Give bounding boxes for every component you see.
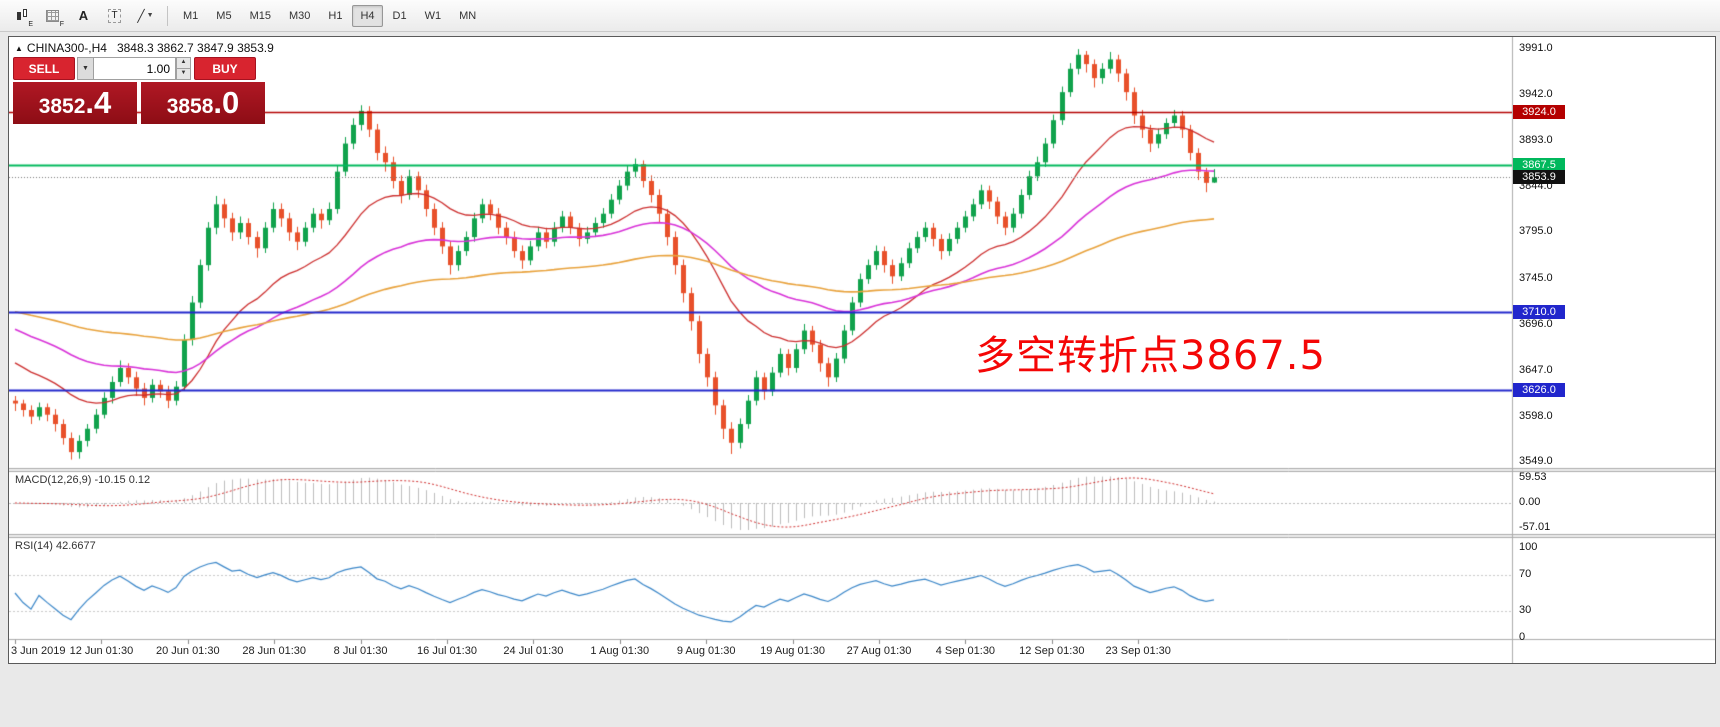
timeframe-h1[interactable]: H1 [328, 9, 343, 22]
rsi-axis-tick: 100 [1519, 541, 1538, 553]
buy-price-fraction: .0 [213, 85, 240, 120]
chart-canvas[interactable] [9, 37, 1715, 663]
date-label: 27 Aug 01:30 [846, 645, 912, 657]
date-label: 19 Aug 01:30 [760, 645, 826, 657]
candlestick-tool-icon [15, 8, 29, 23]
date-label: 1 Aug 01:30 [590, 645, 650, 657]
volume-input[interactable] [94, 57, 176, 80]
macd-axis-tick: 59.53 [1519, 471, 1547, 483]
rsi-axis-tick: 70 [1519, 568, 1532, 580]
volume-spinner: ▲ ▼ [176, 57, 191, 80]
price-tag-3710.0: 3710.0 [1513, 304, 1565, 319]
rsi-axis-tick: 30 [1519, 604, 1532, 616]
sell-price-fraction: .4 [85, 85, 112, 120]
pattern-grid-tool-button[interactable]: F [38, 3, 67, 29]
collapse-panel-icon[interactable]: ▲ [15, 44, 23, 53]
macd-axis-tick: 0.00 [1519, 496, 1541, 508]
price-axis-tick: 3647.0 [1519, 363, 1553, 376]
date-label: 8 Jul 01:30 [333, 645, 388, 657]
date-label: 23 Sep 01:30 [1105, 645, 1171, 657]
macd-indicator-label: MACD(12,26,9) -10.15 0.12 [15, 474, 151, 486]
ohlc-values: 3848.3 3862.7 3847.9 3853.9 [116, 41, 274, 55]
timeframe-m1[interactable]: M1 [183, 9, 199, 22]
sell-price-button[interactable]: 3852.4 [13, 82, 137, 124]
macd-axis-tick: -57.01 [1519, 521, 1551, 533]
date-label: 20 Jun 01:30 [155, 645, 220, 657]
timeframe-h4[interactable]: H4 [352, 4, 383, 27]
price-tag-3924.0: 3924.0 [1513, 104, 1565, 119]
toolbar-separator [167, 5, 168, 26]
date-label: 28 Jun 01:30 [242, 645, 306, 657]
candlestick-tool-button[interactable]: E [7, 3, 36, 29]
timeframe-w1[interactable]: W1 [424, 9, 442, 22]
price-axis-tick: 3795.0 [1519, 225, 1553, 238]
text-label-tool-icon: T [108, 8, 121, 23]
volume-decrease-button[interactable]: ▼ [176, 69, 191, 80]
buy-price-main: 3858 [166, 95, 214, 118]
symbol-period-label: CHINA300-,H4 [26, 41, 107, 55]
price-tag-3853.9: 3853.9 [1513, 170, 1565, 185]
text-tool-button[interactable]: A [69, 3, 98, 29]
price-axis-tick: 3893.0 [1519, 133, 1553, 146]
crosshair-tool-icon: ╱ [137, 8, 145, 23]
one-click-trading-panel: SELL ▼ ▲ ▼ BUY 3852.4 3858.0 [13, 57, 265, 124]
price-axis-tick: 3942.0 [1519, 87, 1553, 100]
price-axis-tick: 3745.0 [1519, 272, 1553, 285]
grid-icon [46, 9, 59, 22]
price-axis-tick: 3598.0 [1519, 409, 1553, 422]
rsi-axis-tick: 0 [1519, 631, 1526, 643]
buy-button[interactable]: BUY [194, 57, 256, 80]
buy-price-button[interactable]: 3858.0 [141, 82, 265, 124]
chart-title: ▲ CHINA300-,H4 3848.3 3862.7 3847.9 3853.9 [15, 41, 274, 55]
timeframe-m5[interactable]: M5 [216, 9, 232, 22]
chart-window: ▲ CHINA300-,H4 3848.3 3862.7 3847.9 3853.9… [8, 36, 1716, 664]
price-tag-3626.0: 3626.0 [1513, 383, 1565, 398]
date-label: 9 Aug 01:30 [676, 645, 736, 657]
timeframe-row: M1 M5 M15 M30 H1 H4 D1 W1 MN [174, 4, 485, 27]
date-label: 4 Sep 01:30 [935, 645, 996, 657]
volume-increase-button[interactable]: ▲ [176, 57, 191, 69]
price-axis-tick: 3696.0 [1519, 317, 1553, 330]
dropdown-caret-icon: ▼ [82, 65, 89, 72]
price-axis-tick: 3549.0 [1519, 455, 1553, 468]
timeframe-m30[interactable]: M30 [288, 9, 311, 22]
date-label: 24 Jul 01:30 [503, 645, 564, 657]
text-label-tool-button[interactable]: T [100, 3, 129, 29]
chevron-down-icon: ▼ [146, 12, 154, 19]
candlestick-tool-sub-label: E [28, 20, 33, 28]
text-tool-icon: A [78, 8, 89, 23]
timeframe-mn[interactable]: MN [459, 9, 477, 22]
sell-price-main: 3852 [38, 95, 86, 118]
date-label: 12 Sep 01:30 [1019, 645, 1085, 657]
price-axis-tick: 3991.0 [1519, 42, 1553, 55]
date-label: 3 Jun 2019 [11, 645, 66, 657]
toolbar: E F A T ╱ ▼ M1 M5 M15 M30 H1 H4 D1 W1 MN [0, 0, 1720, 32]
rsi-indicator-label: RSI(14) 42.6677 [15, 540, 96, 552]
date-label: 12 Jun 01:30 [69, 645, 134, 657]
chart-annotation-text[interactable]: 多空转折点3867.5 [975, 333, 1326, 379]
volume-dropdown-button[interactable]: ▼ [77, 57, 94, 80]
timeframe-d1[interactable]: D1 [392, 9, 407, 22]
price-tag-3867.5: 3867.5 [1513, 157, 1565, 172]
timeframe-m15[interactable]: M15 [249, 9, 271, 22]
date-label: 16 Jul 01:30 [417, 645, 477, 657]
crosshair-tool-button[interactable]: ╱ ▼ [131, 3, 160, 29]
sell-button[interactable]: SELL [13, 57, 75, 80]
grid-tool-sub-label: F [59, 20, 64, 28]
